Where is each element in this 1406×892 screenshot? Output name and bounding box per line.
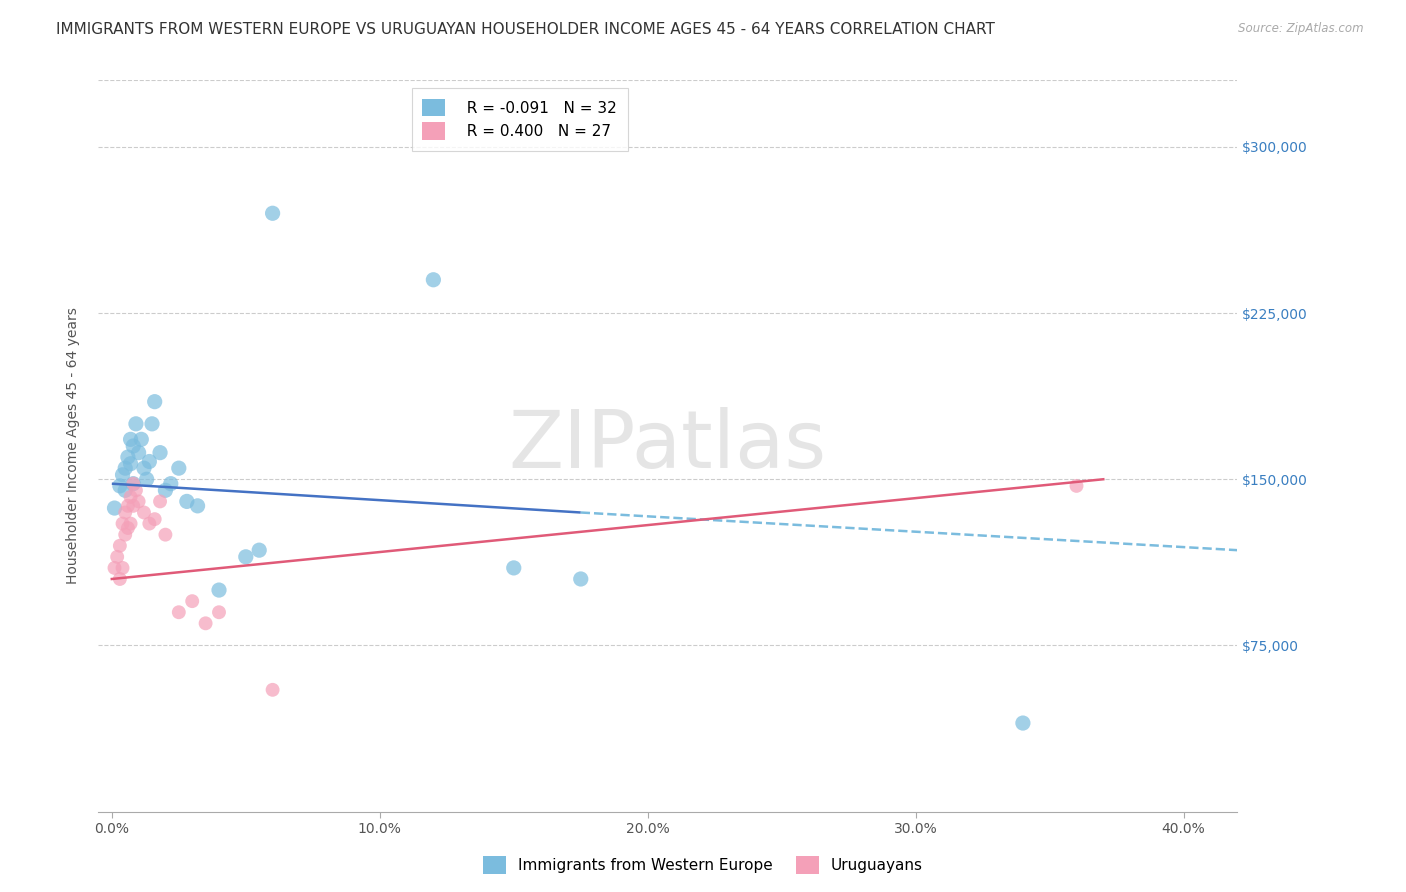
Point bbox=[108, 572, 131, 586]
Point bbox=[122, 499, 145, 513]
Point bbox=[149, 445, 172, 459]
Point bbox=[138, 454, 160, 468]
Point bbox=[138, 516, 160, 531]
Point bbox=[120, 516, 142, 531]
Point bbox=[143, 394, 166, 409]
Point bbox=[502, 561, 524, 575]
Point bbox=[108, 479, 131, 493]
Point bbox=[1012, 716, 1035, 731]
Point bbox=[141, 417, 163, 431]
Text: ZIPatlas: ZIPatlas bbox=[509, 407, 827, 485]
Point bbox=[143, 512, 166, 526]
Point bbox=[569, 572, 592, 586]
Legend: Immigrants from Western Europe, Uruguayans: Immigrants from Western Europe, Uruguaya… bbox=[477, 850, 929, 880]
Point bbox=[247, 543, 270, 558]
Point bbox=[122, 476, 145, 491]
Point bbox=[111, 467, 134, 482]
Point bbox=[132, 506, 155, 520]
Point bbox=[155, 527, 177, 541]
Point bbox=[132, 461, 155, 475]
Point bbox=[103, 501, 125, 516]
Point bbox=[135, 472, 157, 486]
Point bbox=[117, 450, 139, 464]
Point bbox=[108, 539, 131, 553]
Point bbox=[208, 605, 231, 619]
Y-axis label: Householder Income Ages 45 - 64 years: Householder Income Ages 45 - 64 years bbox=[66, 308, 80, 584]
Point bbox=[103, 561, 125, 575]
Point bbox=[262, 682, 284, 697]
Point bbox=[125, 483, 148, 498]
Point bbox=[181, 594, 204, 608]
Point bbox=[187, 499, 209, 513]
Point bbox=[1066, 479, 1088, 493]
Text: Source: ZipAtlas.com: Source: ZipAtlas.com bbox=[1239, 22, 1364, 36]
Point bbox=[262, 206, 284, 220]
Point bbox=[128, 494, 150, 508]
Point bbox=[114, 483, 136, 498]
Point bbox=[120, 433, 142, 447]
Point bbox=[176, 494, 198, 508]
Point bbox=[159, 476, 181, 491]
Point bbox=[105, 549, 128, 564]
Point bbox=[125, 417, 148, 431]
Point bbox=[111, 516, 134, 531]
Point bbox=[120, 457, 142, 471]
Point bbox=[167, 461, 190, 475]
Point bbox=[117, 521, 139, 535]
Point bbox=[114, 506, 136, 520]
Point bbox=[167, 605, 190, 619]
Point bbox=[117, 499, 139, 513]
Point bbox=[128, 445, 150, 459]
Point bbox=[194, 616, 217, 631]
Point bbox=[129, 433, 152, 447]
Point bbox=[120, 490, 142, 504]
Point bbox=[422, 273, 444, 287]
Point bbox=[114, 461, 136, 475]
Point bbox=[122, 476, 145, 491]
Text: IMMIGRANTS FROM WESTERN EUROPE VS URUGUAYAN HOUSEHOLDER INCOME AGES 45 - 64 YEAR: IMMIGRANTS FROM WESTERN EUROPE VS URUGUA… bbox=[56, 22, 995, 37]
Point bbox=[149, 494, 172, 508]
Point bbox=[155, 483, 177, 498]
Legend:   R = -0.091   N = 32,   R = 0.400   N = 27: R = -0.091 N = 32, R = 0.400 N = 27 bbox=[412, 88, 628, 151]
Point bbox=[235, 549, 257, 564]
Point bbox=[111, 561, 134, 575]
Point bbox=[114, 527, 136, 541]
Point bbox=[208, 583, 231, 598]
Point bbox=[122, 439, 145, 453]
